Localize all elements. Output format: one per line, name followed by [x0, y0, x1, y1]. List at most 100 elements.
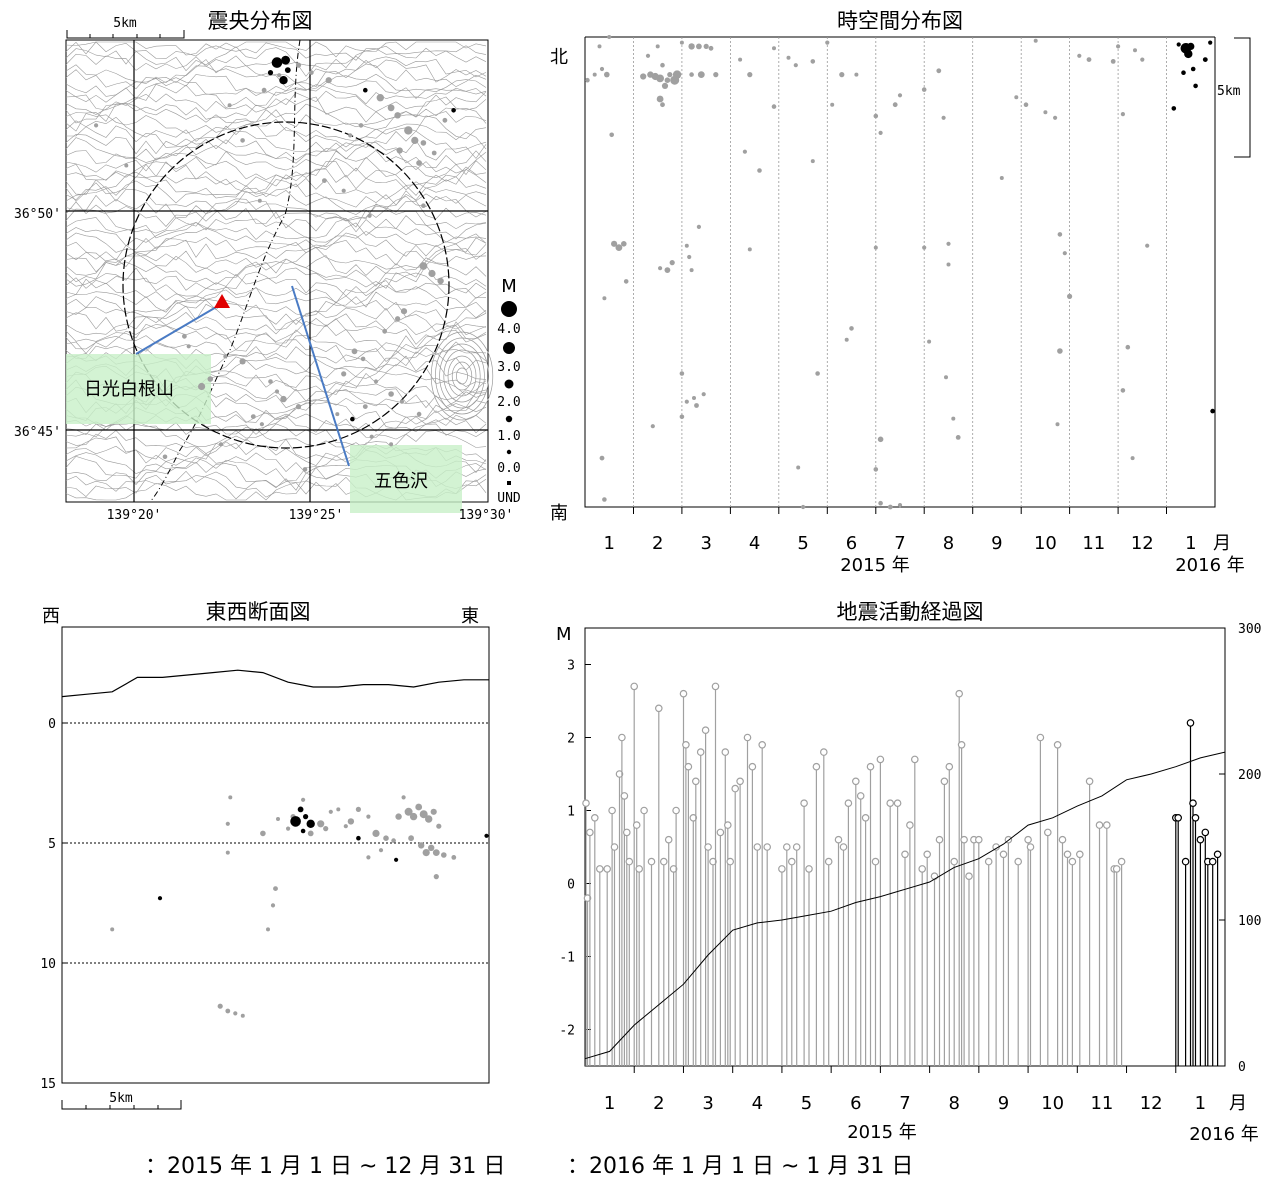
spacetime-dot: [747, 247, 752, 252]
magnitude-point: [704, 843, 712, 851]
cross-section-dot: [286, 826, 291, 831]
contour-line: [443, 349, 481, 403]
lon-label-13930: 139°30': [459, 508, 514, 523]
spacetime-dot: [640, 73, 647, 80]
magnitude-point: [1181, 857, 1190, 866]
contour-line: [65, 421, 487, 447]
epicenter-dot: [268, 379, 273, 384]
spacetime-scale-bar: [1234, 37, 1251, 158]
epicenter-dot: [274, 389, 280, 394]
cross-section-dot: [356, 835, 361, 841]
spacetime-month-label: 9: [991, 533, 1002, 554]
epicenter-dot: [186, 344, 191, 349]
magnitude-point: [679, 689, 688, 698]
count-tick-label: 100: [1238, 914, 1261, 929]
magnitude-point: [955, 689, 964, 698]
magnitude-point: [918, 865, 927, 873]
magnitude-point: [1174, 813, 1183, 822]
contour-line: [65, 258, 487, 287]
magnitude-stems: [582, 682, 1222, 1073]
goshikisawa-label: 五色沢: [374, 471, 428, 492]
magnitude-point: [625, 857, 634, 866]
epicenter-dot: [280, 395, 287, 403]
cumulative-count-line: [584, 751, 1226, 1060]
cross-section-title: 東西断面図: [206, 600, 311, 624]
magnitude-tick-label: 2: [567, 732, 575, 747]
spacetime-title: 時空間分布図: [837, 9, 963, 33]
spacetime-dot: [1176, 42, 1181, 47]
spacetime-dot: [607, 35, 612, 39]
cross-section-dot: [391, 838, 396, 843]
epicenter-dot: [207, 376, 214, 382]
contour-line: [65, 339, 487, 362]
spacetime-dot: [1067, 293, 1073, 299]
spacetime-dot: [658, 266, 663, 271]
magnitude-point: [839, 843, 848, 851]
epicenter-dot: [421, 203, 426, 208]
epicenter-map-dots: [94, 55, 456, 472]
spacetime-dot: [1133, 48, 1137, 53]
legend-circle-m4: [501, 301, 517, 317]
magnitude-point: [984, 857, 993, 866]
magnitude-point: [582, 799, 590, 808]
activity-month-label: 5: [801, 1093, 812, 1114]
spacetime-month-label: 5: [797, 533, 808, 554]
magnitude-point: [615, 770, 624, 778]
contour-line: [65, 174, 487, 202]
cross-section-scale-bar: [61, 1100, 182, 1110]
cross-section-dot: [366, 814, 371, 819]
cross-section-dot: [433, 874, 439, 880]
epicenter-dot: [437, 277, 444, 285]
spacetime-month-label: 6: [846, 533, 857, 554]
contour-line: [65, 299, 487, 325]
spacetime-dots: [585, 35, 1215, 510]
magnitude-point: [1053, 740, 1062, 749]
cross-section-dot: [328, 809, 333, 814]
magnitude-point: [583, 894, 592, 902]
spacetime-dot: [1125, 344, 1131, 350]
spacetime-dot: [650, 424, 655, 429]
epicenter-dot: [387, 104, 395, 112]
cross-section-dot: [347, 818, 355, 825]
cross-section-dot: [404, 807, 413, 816]
magnitude-point: [1208, 857, 1217, 866]
epicenter-dot: [223, 354, 228, 359]
spacetime-dot: [873, 245, 878, 250]
magnitude-legend-title: M: [501, 276, 517, 297]
magnitude-point: [716, 828, 725, 837]
magnitude-tick-label: 0: [567, 878, 575, 893]
cross-section-dots: [110, 795, 489, 1018]
magnitude-point: [721, 748, 730, 756]
spacetime-dot: [684, 243, 689, 248]
magnitude-point: [792, 843, 801, 851]
contour-line: [65, 285, 487, 313]
epicenter-dot: [335, 412, 340, 417]
magnitude-point: [664, 835, 673, 844]
magnitude-point: [923, 850, 932, 859]
cross-section-dot: [425, 815, 433, 823]
magnitude-point: [701, 726, 710, 735]
epicenter-dot: [451, 108, 456, 113]
magnitude-point: [834, 835, 843, 844]
magnitude-point: [736, 777, 744, 786]
magnitude-point: [689, 813, 698, 822]
activity-month-label: 9: [998, 1093, 1009, 1114]
epicenter-dot: [218, 442, 224, 447]
epicenter-dot: [198, 382, 206, 391]
activity-month-label: 2: [653, 1093, 664, 1114]
epicenter-dot: [362, 404, 368, 409]
spacetime-month-label: 7: [894, 533, 905, 554]
epicenter-dot: [382, 328, 388, 334]
epicenter-dot: [404, 126, 413, 135]
epicenter-dot: [250, 414, 256, 419]
activity-month-label: 6: [850, 1093, 861, 1114]
magnitude-legend: M 4.0 3.0 2.0 1.0 0.0 UND: [497, 276, 521, 506]
cross-section-dot: [372, 829, 380, 838]
spacetime-dot: [1202, 57, 1208, 62]
spacetime-dot: [941, 115, 946, 120]
cross-section-dot: [378, 848, 384, 853]
spacetime-dot: [1014, 95, 1019, 100]
epicenter-scale-bar: [66, 30, 185, 39]
spacetime-dot: [873, 467, 879, 472]
cross-section-dot: [240, 1013, 245, 1018]
